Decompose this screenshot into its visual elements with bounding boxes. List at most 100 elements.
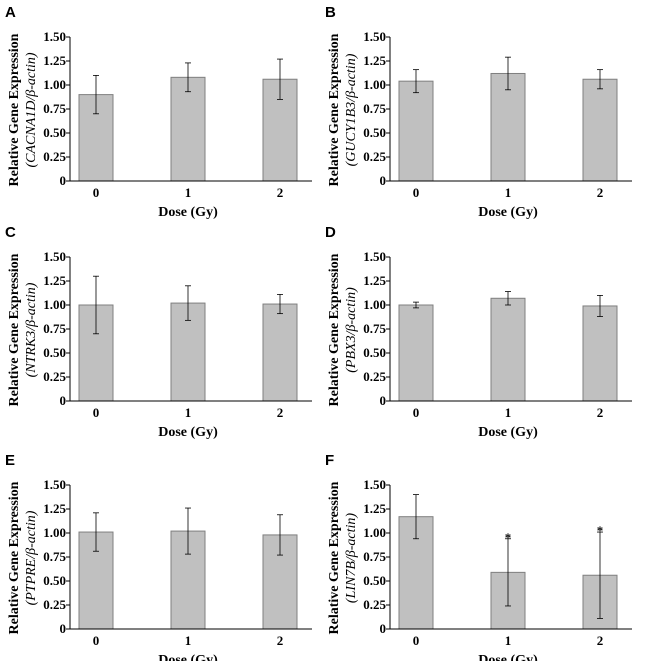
x-tick-label: 2 [597,405,604,420]
y-tick-label: 1.00 [43,297,66,312]
y-tick-label: 1.50 [363,29,386,44]
x-tick-label: 0 [413,405,420,420]
panel-b: B 0 0.25 0.50 0.75 1.00 1.25 1.50 0 1 2 Dose (Gy) Re… [325,4,632,220]
bar [582,305,618,402]
x-tick-label: 0 [413,633,420,648]
x-tick-label: 1 [185,405,192,420]
y-axis-subtitle: (NTRK3/β-actin) [24,282,39,377]
significance-marker: * [597,523,604,538]
y-tick-label: 1.50 [43,29,66,44]
panel-f: F 0 0.25 0.50 0.75 1.00 1.25 1.50 * * 0 1 2 Dose (Gy)… [325,452,632,661]
y-tick-label: 0.75 [363,321,386,336]
y-axis-title: Relative Gene Expression [7,253,22,406]
x-axis-title: Dose (Gy) [478,205,538,220]
y-tick-label: 1.00 [363,525,386,540]
y-tick-label: 1.25 [43,53,66,68]
bar [170,76,206,182]
y-tick-label: 0.25 [363,149,386,164]
y-tick-label: 0.25 [43,149,66,164]
y-axis-title: Relative Gene Expression [327,33,342,186]
y-tick-label: 0.50 [43,125,66,140]
panel-a: A 0 0.25 0.50 0.75 1.00 1.25 1.50 0 1 2 Dose (Gy) Re… [5,4,312,220]
x-tick-label: 0 [93,405,100,420]
x-tick-label: 1 [505,405,512,420]
panel-letter: C [5,224,16,241]
y-axis-subtitle: (PBX3/β-actin) [344,287,359,373]
panel-letter: A [5,4,16,21]
x-axis-title: Dose (Gy) [478,425,538,440]
x-tick-label: 2 [277,633,284,648]
x-tick-label: 0 [93,633,100,648]
y-tick-label: 1.00 [363,297,386,312]
x-axis-title: Dose (Gy) [478,653,538,661]
panel-e: E 0 0.25 0.50 0.75 1.00 1.25 1.50 0 1 2 Dose (Gy) Re… [5,452,312,661]
x-tick-label: 1 [185,185,192,200]
y-axis-subtitle: (CACNA1D/β-actin) [24,52,39,167]
bar [490,297,526,402]
y-tick-label: 1.50 [43,477,66,492]
y-tick-label: 0 [380,173,387,188]
y-tick-label: 0.25 [363,369,386,384]
y-tick-label: 1.25 [363,501,386,516]
y-axis-title: Relative Gene Expression [327,481,342,634]
bar [582,78,618,182]
panel-letter: E [5,452,15,469]
y-tick-label: 1.50 [363,249,386,264]
y-tick-label: 0 [380,621,387,636]
y-tick-label: 1.25 [363,273,386,288]
panel-letter: B [325,4,336,21]
panel-letter: F [325,452,334,469]
y-tick-label: 0.25 [43,597,66,612]
bar [262,303,298,402]
y-tick-label: 0.50 [363,345,386,360]
x-tick-label: 1 [505,633,512,648]
y-tick-label: 0.75 [43,101,66,116]
panel-letter: D [325,224,336,241]
y-tick-label: 0.75 [363,101,386,116]
y-tick-label: 0.50 [363,573,386,588]
x-tick-label: 0 [413,185,420,200]
y-tick-label: 1.25 [43,501,66,516]
y-tick-label: 1.00 [363,77,386,92]
x-tick-label: 2 [277,185,284,200]
y-tick-label: 0.50 [43,345,66,360]
panel-d: D 0 0.25 0.50 0.75 1.00 1.25 1.50 0 1 2 Dose (Gy) Re… [325,224,632,440]
x-tick-label: 2 [597,185,604,200]
x-tick-label: 0 [93,185,100,200]
y-tick-label: 1.00 [43,525,66,540]
x-tick-label: 2 [597,633,604,648]
y-axis-title: Relative Gene Expression [7,481,22,634]
y-tick-label: 0 [60,173,67,188]
y-tick-label: 0.75 [363,549,386,564]
y-tick-label: 0.75 [43,321,66,336]
y-tick-label: 1.50 [363,477,386,492]
y-tick-label: 0.50 [43,573,66,588]
x-tick-label: 1 [505,185,512,200]
y-tick-label: 1.25 [43,273,66,288]
y-axis-subtitle: (LIN7B/β-actin) [344,513,359,604]
y-axis-subtitle: (GUCY1B3/β-actin) [344,53,359,166]
y-tick-label: 0 [380,393,387,408]
y-axis-title: Relative Gene Expression [7,33,22,186]
y-tick-label: 0.25 [43,369,66,384]
y-tick-label: 0.50 [363,125,386,140]
x-axis-title: Dose (Gy) [158,425,218,440]
bar [398,304,434,402]
y-axis-subtitle: (PTPRE/β-actin) [24,510,39,605]
y-tick-label: 0.75 [43,549,66,564]
y-axis-title: Relative Gene Expression [327,253,342,406]
x-tick-label: 1 [185,633,192,648]
y-tick-label: 0.25 [363,597,386,612]
y-tick-label: 1.50 [43,249,66,264]
y-tick-label: 0 [60,621,67,636]
x-tick-label: 2 [277,405,284,420]
y-tick-label: 0 [60,393,67,408]
panel-c: C 0 0.25 0.50 0.75 1.00 1.25 1.50 0 1 2 Dose (Gy) Re… [5,224,312,440]
y-tick-label: 1.00 [43,77,66,92]
x-axis-title: Dose (Gy) [158,205,218,220]
bar [398,80,434,182]
x-axis-title: Dose (Gy) [158,653,218,661]
y-tick-label: 1.25 [363,53,386,68]
significance-marker: * [505,530,512,545]
